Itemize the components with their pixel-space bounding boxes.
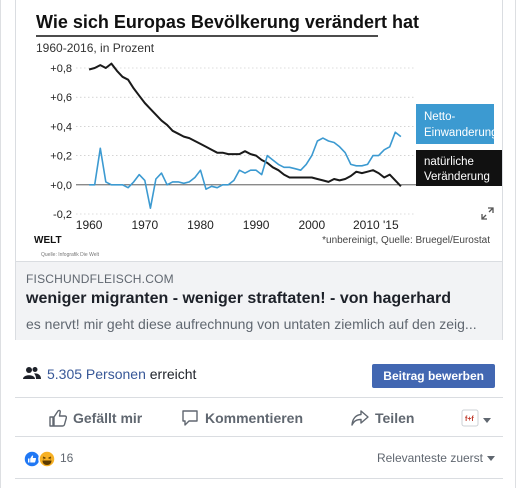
comment-sort-dropdown[interactable]: Relevanteste zuerst bbox=[377, 451, 495, 465]
legend-label-natural: natürliche bbox=[424, 156, 474, 168]
share-label: Teilen bbox=[375, 410, 415, 426]
y-tick-label: -0,2 bbox=[53, 209, 72, 221]
link-description: es nervt! mir geht diese aufrechnung von… bbox=[26, 316, 477, 332]
legend-label-immigration: Netto- bbox=[424, 111, 455, 123]
chart-subtitle: 1960-2016, in Prozent bbox=[36, 41, 155, 55]
page-avatar-icon: f+f bbox=[461, 409, 479, 432]
thumbs-up-icon bbox=[49, 409, 67, 427]
boost-post-button[interactable]: Beitrag bewerben bbox=[372, 364, 495, 388]
y-tick-label: +0,2 bbox=[50, 151, 72, 163]
legend-label-immigration: Einwanderung* bbox=[424, 127, 502, 139]
chart: Wie sich Europas Bevölkerung verändert h… bbox=[34, 12, 502, 258]
share-icon bbox=[351, 409, 369, 427]
caret-down-icon bbox=[487, 456, 495, 462]
people-icon bbox=[23, 366, 41, 385]
y-tick-label: +0,0 bbox=[50, 180, 72, 192]
x-tick-label: 2000 bbox=[298, 218, 325, 232]
series-line bbox=[88, 62, 402, 187]
comment-label: Kommentieren bbox=[205, 410, 304, 426]
link-preview[interactable]: Wie sich Europas Bevölkerung verändert h… bbox=[15, 0, 503, 340]
expand-icon[interactable] bbox=[481, 207, 494, 220]
comment-button[interactable]: Kommentieren bbox=[181, 399, 303, 437]
link-domain: FISCHUNDFLEISCH.COM bbox=[26, 272, 174, 286]
y-tick-label: +0,4 bbox=[50, 121, 72, 133]
legend-box-natural bbox=[416, 150, 502, 186]
y-tick-label: +0,6 bbox=[50, 92, 72, 104]
series-line bbox=[89, 131, 402, 209]
reach-count-link[interactable]: 5.305 Personen bbox=[47, 366, 146, 382]
link-meta[interactable]: FISCHUNDFLEISCH.COM weniger migranten - … bbox=[16, 262, 502, 340]
reach-suffix: erreicht bbox=[145, 366, 197, 382]
chart-title: Wie sich Europas Bevölkerung verändert h… bbox=[36, 12, 419, 32]
chart-footnote: *unbereinigt, Quelle: Bruegel/Eurostat bbox=[322, 235, 490, 246]
action-bar: Gefällt mir Kommentieren Teilen f+f bbox=[15, 399, 503, 437]
like-reaction-icon bbox=[23, 450, 41, 468]
chart-image[interactable]: Wie sich Europas Bevölkerung verändert h… bbox=[16, 0, 502, 262]
comment-icon bbox=[181, 409, 199, 427]
x-tick-label: 1970 bbox=[131, 218, 158, 232]
page-selector[interactable]: f+f bbox=[461, 409, 491, 432]
x-tick-label: 2010 '15 bbox=[353, 218, 399, 232]
y-tick-label: +0,8 bbox=[50, 63, 72, 75]
chart-series bbox=[88, 62, 402, 209]
chart-grid bbox=[76, 67, 416, 215]
chevron-down-icon bbox=[483, 418, 491, 423]
haha-reaction-icon bbox=[38, 450, 56, 468]
reactions-row: 16 Relevanteste zuerst bbox=[15, 437, 503, 479]
legend-box-immigration bbox=[416, 104, 494, 144]
sort-label: Relevanteste zuerst bbox=[376, 451, 483, 465]
y-axis-ticks: +0,8 +0,6 +0,4 +0,2 +0,0 -0,2 bbox=[50, 63, 72, 221]
x-tick-label: 1960 bbox=[76, 218, 103, 232]
legend-label-natural: Veränderung bbox=[424, 171, 490, 183]
reach-text: 5.305 Personen erreicht bbox=[47, 366, 196, 382]
reaction-count[interactable]: 16 bbox=[60, 451, 74, 465]
like-label: Gefällt mir bbox=[73, 410, 143, 426]
x-tick-label: 1990 bbox=[243, 218, 270, 232]
svg-text:f+f: f+f bbox=[465, 416, 474, 423]
share-button[interactable]: Teilen bbox=[351, 399, 414, 437]
reach-row: 5.305 Personen erreicht Beitrag bewerben bbox=[15, 352, 503, 398]
chart-legend: Netto- Einwanderung* natürliche Veränderung bbox=[416, 104, 502, 186]
chart-credit: Quelle: Infografik Die Welt bbox=[41, 252, 100, 258]
link-title[interactable]: weniger migranten - weniger straftaten! … bbox=[26, 290, 451, 307]
brand-logo: WELT bbox=[34, 235, 62, 246]
like-button[interactable]: Gefällt mir bbox=[49, 399, 142, 437]
x-tick-label: 1980 bbox=[187, 218, 214, 232]
x-axis-ticks: 1960 1970 1980 1990 2000 2010 '15 bbox=[76, 218, 399, 232]
reaction-icons[interactable] bbox=[23, 450, 57, 468]
